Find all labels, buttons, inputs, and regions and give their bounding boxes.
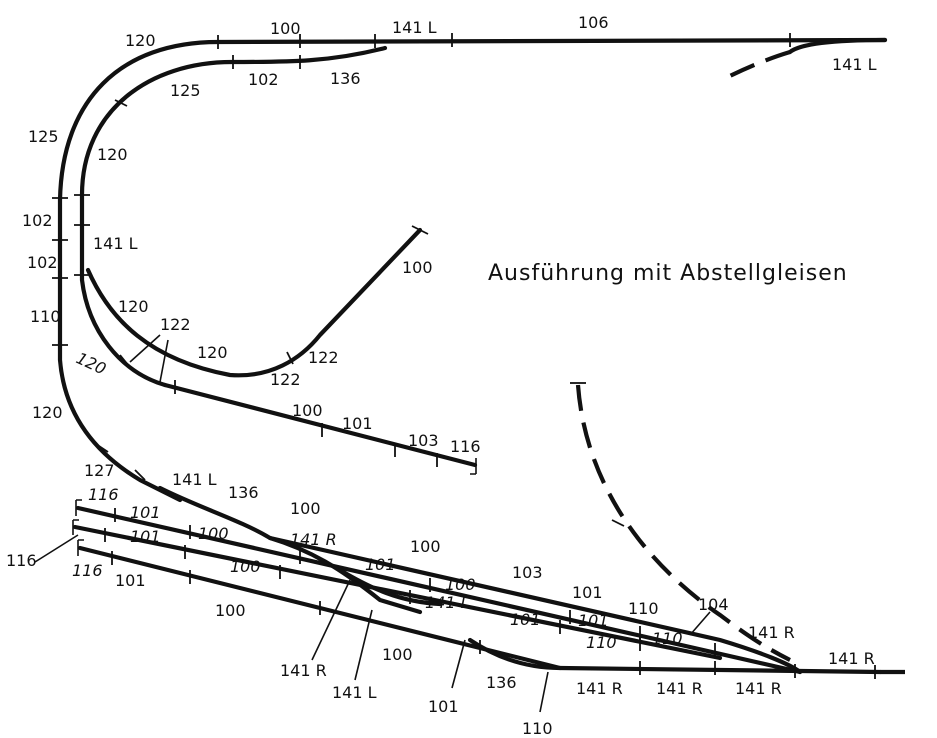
label: 100 bbox=[445, 575, 476, 594]
label: 125 bbox=[170, 81, 201, 100]
label: 141 R bbox=[290, 530, 337, 549]
leader-104 bbox=[690, 612, 710, 635]
yard-track-2 bbox=[75, 527, 720, 658]
label: 141 L bbox=[832, 55, 877, 74]
label: 100 bbox=[292, 401, 323, 420]
label: 101 bbox=[115, 571, 146, 590]
leader-101 bbox=[452, 640, 465, 688]
yard-track-1 bbox=[78, 508, 800, 672]
label: 141 R bbox=[748, 623, 795, 642]
label: 100 bbox=[402, 258, 433, 277]
label: 120 bbox=[97, 145, 128, 164]
leader-141R bbox=[312, 580, 350, 660]
label: 101 bbox=[130, 527, 161, 546]
label: 122 bbox=[270, 370, 301, 389]
label: 103 bbox=[408, 431, 439, 450]
diagram-title: Ausführung mit Abstellgleisen bbox=[488, 261, 848, 286]
label: 110 bbox=[522, 719, 553, 738]
top-right-dashed-curve bbox=[722, 52, 790, 80]
label: 141 L bbox=[172, 470, 217, 489]
label: 100 bbox=[382, 645, 413, 664]
label: 141 R bbox=[280, 661, 327, 680]
label: 141 L bbox=[392, 18, 437, 37]
top-main-track bbox=[218, 40, 885, 42]
label: 100 bbox=[270, 19, 301, 38]
label: 141 L bbox=[332, 683, 377, 702]
inner-loop-track bbox=[82, 48, 385, 385]
label: 101 bbox=[428, 697, 459, 716]
label: 100 bbox=[215, 601, 246, 620]
label: 110 bbox=[30, 307, 61, 326]
leader-116 bbox=[35, 535, 78, 562]
label: 110 bbox=[628, 599, 659, 618]
label: 102 bbox=[248, 70, 279, 89]
label: 120 bbox=[125, 31, 156, 50]
label: 120 bbox=[73, 348, 109, 378]
label: 141 L bbox=[425, 593, 470, 612]
leader-110 bbox=[540, 672, 548, 712]
label: 141 R bbox=[828, 649, 875, 668]
label: 141 R bbox=[735, 679, 782, 698]
label: 101 bbox=[342, 414, 373, 433]
label: 100 bbox=[230, 557, 261, 576]
label: 120 bbox=[32, 403, 63, 422]
label: 127 bbox=[84, 461, 115, 480]
label: 141 R bbox=[656, 679, 703, 698]
track-piece-labels: 120 100 141 L 106 141 L 125 102 136 125 … bbox=[6, 13, 877, 738]
label: 100 bbox=[410, 537, 441, 556]
label: 101 bbox=[578, 611, 609, 630]
label: 101 bbox=[572, 583, 603, 602]
label: 116 bbox=[450, 437, 481, 456]
label: 116 bbox=[88, 485, 119, 504]
label: 141 R bbox=[576, 679, 623, 698]
label: 116 bbox=[72, 561, 103, 580]
label: 106 bbox=[578, 13, 609, 32]
label: 101 bbox=[510, 610, 541, 629]
label: 100 bbox=[198, 524, 229, 543]
large-dashed-curve bbox=[578, 385, 790, 660]
label: 102 bbox=[27, 253, 58, 272]
label: 116 bbox=[6, 551, 37, 570]
label: 104 bbox=[698, 595, 729, 614]
label: 136 bbox=[330, 69, 361, 88]
label: 120 bbox=[197, 343, 228, 362]
label: 136 bbox=[228, 483, 259, 502]
siding-track bbox=[165, 385, 475, 465]
label: 122 bbox=[308, 348, 339, 367]
label: 101 bbox=[365, 555, 396, 574]
label: 120 bbox=[118, 297, 149, 316]
label: 101 bbox=[130, 503, 161, 522]
label: 110 bbox=[586, 633, 617, 652]
label: 125 bbox=[28, 127, 59, 146]
label: 141 L bbox=[93, 234, 138, 253]
leader-122b bbox=[160, 340, 168, 382]
label: 110 bbox=[652, 629, 683, 648]
label: 103 bbox=[512, 563, 543, 582]
label: 102 bbox=[22, 211, 53, 230]
label: 136 bbox=[486, 673, 517, 692]
label: 122 bbox=[160, 315, 191, 334]
label: 100 bbox=[290, 499, 321, 518]
